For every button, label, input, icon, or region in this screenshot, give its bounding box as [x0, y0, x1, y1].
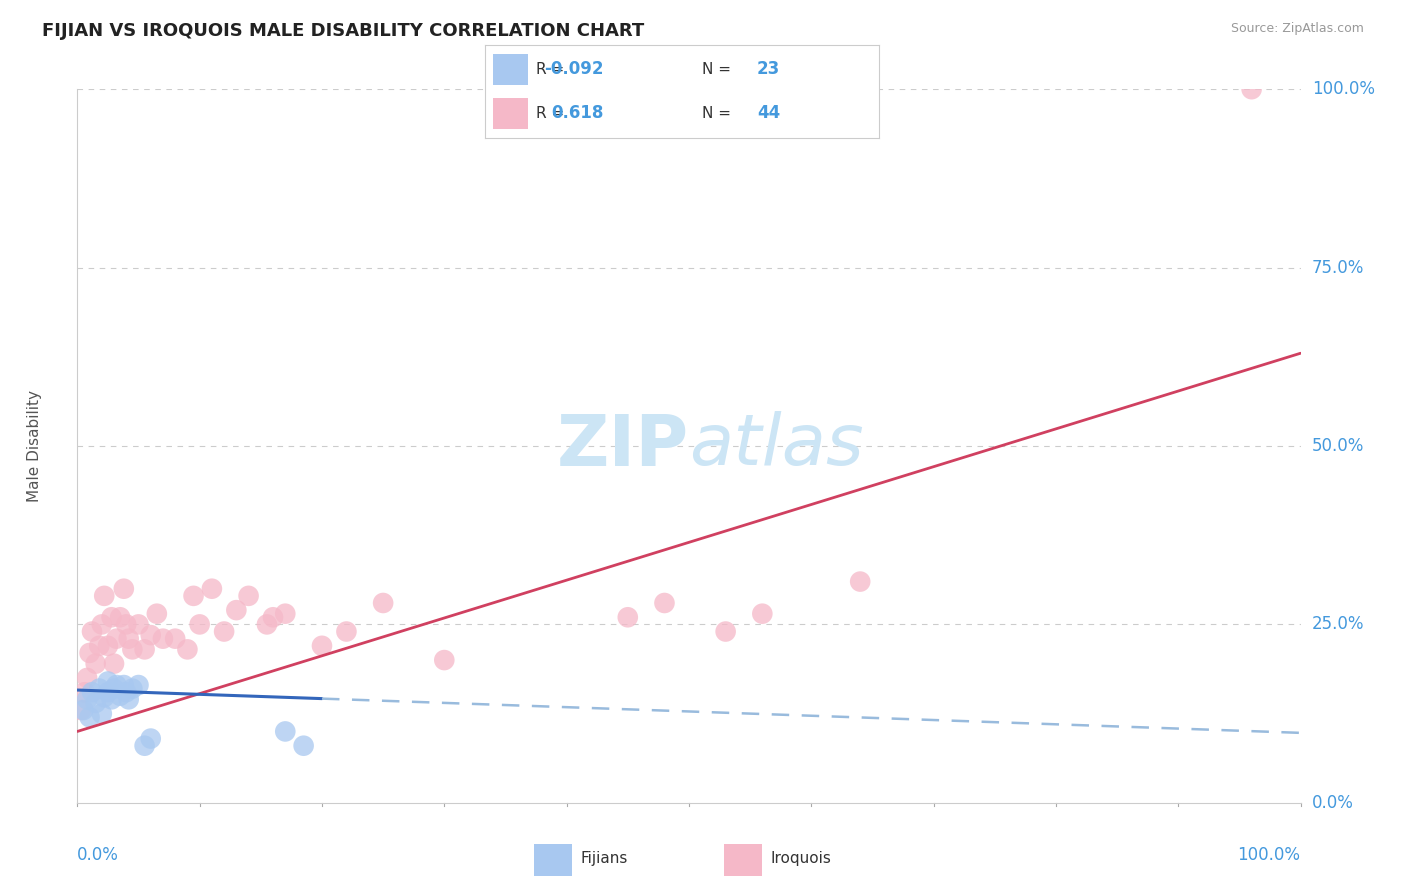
Point	[118, 692, 141, 706]
Point	[127, 678, 149, 692]
Bar	[724, 844, 762, 876]
Text: 44: 44	[756, 104, 780, 122]
Point	[118, 632, 141, 646]
Point	[97, 685, 120, 699]
Point	[134, 739, 156, 753]
Point	[714, 624, 737, 639]
Point	[72, 703, 94, 717]
Text: 50.0%: 50.0%	[1312, 437, 1364, 455]
Text: atlas: atlas	[689, 411, 863, 481]
Point	[849, 574, 872, 589]
Bar	[494, 98, 529, 129]
Point	[121, 642, 143, 657]
Point	[70, 703, 93, 717]
Text: -0.092: -0.092	[544, 61, 603, 78]
Point	[292, 739, 315, 753]
Point	[134, 642, 156, 657]
Point	[93, 690, 115, 705]
Text: R =: R =	[536, 62, 564, 77]
Text: Iroquois: Iroquois	[770, 851, 831, 866]
Bar	[494, 54, 529, 85]
Point	[89, 681, 111, 696]
Point	[238, 589, 260, 603]
Point	[274, 607, 297, 621]
Text: 75.0%: 75.0%	[1312, 259, 1364, 277]
Point	[76, 692, 98, 706]
Point	[371, 596, 394, 610]
Point	[103, 681, 125, 696]
Point	[115, 685, 138, 699]
Point	[433, 653, 456, 667]
Point	[188, 617, 211, 632]
Point	[115, 617, 138, 632]
Point	[262, 610, 284, 624]
Point	[127, 617, 149, 632]
Point	[152, 632, 174, 646]
Point	[76, 671, 98, 685]
Point	[617, 610, 640, 624]
Point	[751, 607, 773, 621]
Point	[121, 681, 143, 696]
Point	[176, 642, 198, 657]
Text: Male Disability: Male Disability	[27, 390, 42, 502]
Text: 0.618: 0.618	[551, 104, 603, 122]
Point	[100, 692, 122, 706]
Point	[335, 624, 357, 639]
Point	[311, 639, 333, 653]
Point	[212, 624, 235, 639]
Text: Source: ZipAtlas.com: Source: ZipAtlas.com	[1230, 22, 1364, 36]
Point	[103, 657, 125, 671]
Point	[108, 689, 131, 703]
Text: 0.0%: 0.0%	[77, 846, 120, 863]
Point	[97, 639, 120, 653]
Point	[89, 639, 111, 653]
Point	[80, 685, 103, 699]
Point	[112, 678, 135, 692]
Point	[108, 610, 131, 624]
Point	[183, 589, 205, 603]
Point	[84, 696, 107, 710]
Text: 25.0%: 25.0%	[1312, 615, 1364, 633]
Text: 100.0%: 100.0%	[1312, 80, 1375, 98]
Point	[90, 617, 112, 632]
Text: FIJIAN VS IROQUOIS MALE DISABILITY CORRELATION CHART: FIJIAN VS IROQUOIS MALE DISABILITY CORRE…	[42, 22, 644, 40]
Point	[93, 589, 115, 603]
Text: 0.0%: 0.0%	[1312, 794, 1354, 812]
Text: N =: N =	[702, 106, 731, 121]
Point	[90, 706, 112, 721]
Point	[201, 582, 224, 596]
Point	[654, 596, 676, 610]
Point	[105, 632, 128, 646]
Point	[80, 624, 103, 639]
Point	[139, 628, 162, 642]
Point	[112, 582, 135, 596]
Point	[139, 731, 162, 746]
Text: Fijians: Fijians	[581, 851, 628, 866]
Point	[79, 646, 101, 660]
Text: N =: N =	[702, 62, 731, 77]
Text: 23: 23	[756, 61, 780, 78]
Point	[105, 678, 128, 692]
Bar	[534, 844, 572, 876]
Point	[1240, 82, 1263, 96]
Point	[274, 724, 297, 739]
Point	[165, 632, 187, 646]
Point	[146, 607, 169, 621]
Point	[225, 603, 247, 617]
Point	[79, 710, 101, 724]
Point	[256, 617, 278, 632]
Point	[97, 674, 120, 689]
Text: 100.0%: 100.0%	[1237, 846, 1301, 863]
Point	[100, 610, 122, 624]
Point	[73, 685, 96, 699]
Point	[84, 657, 107, 671]
Text: R =: R =	[536, 106, 564, 121]
Text: ZIP: ZIP	[557, 411, 689, 481]
